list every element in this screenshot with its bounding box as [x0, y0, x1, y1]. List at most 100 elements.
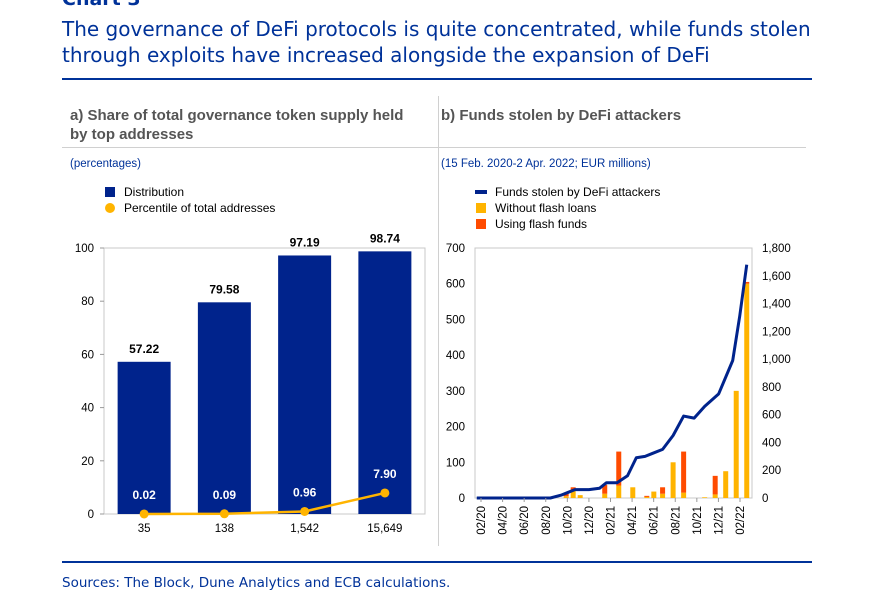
panel-b-ytick-right-label: 800 [762, 382, 781, 394]
panel-b-xtick-label: 10/20 [562, 506, 574, 535]
panel-b-plot-frame [474, 247, 753, 499]
panel-b-xtick-label: 08/20 [541, 506, 553, 535]
chart-headline: The governance of DeFi protocols is quit… [62, 17, 811, 67]
panel-b-ytick-left-label: 0 [459, 493, 465, 505]
panel-b-ytick-right-label: 1,600 [762, 271, 791, 283]
panel-a-bar [117, 361, 171, 514]
panel-b-ytick-right-label: 0 [762, 493, 768, 505]
panel-a-bar-label: 79.58 [209, 282, 239, 296]
panel-b-divider [439, 147, 806, 148]
legend-a-distribution-swatch [105, 187, 115, 197]
panel-b-bar-without-flash [644, 496, 650, 498]
panel-b-xtick-label: 04/21 [627, 506, 639, 535]
panel-a-ytick-label: 100 [75, 243, 94, 255]
chart-number: Chart 3 [62, 0, 141, 10]
panel-b-ytick-right-label: 600 [762, 410, 781, 422]
panel-a-unit: (percentages) [70, 158, 141, 170]
panel-b-bar-without-flash [630, 487, 636, 498]
panel-b-bar-without-flash [681, 492, 687, 498]
panel-a-title: a) Share of total governance token suppl… [70, 107, 404, 143]
panel-b-bar-without-flash [577, 495, 583, 498]
panel-b-title: b) Funds stolen by DeFi attackers [441, 107, 682, 124]
panel-a-bar [278, 255, 332, 514]
panel-b-bar-flash [744, 281, 750, 284]
panel-b-ytick-left-label: 600 [446, 279, 465, 291]
panel-b-bar-without-flash [660, 493, 666, 498]
panel-b-xtick-label: 06/20 [519, 506, 531, 535]
panel-b-bar-flash [660, 487, 666, 494]
panel-b-ytick-right-label: 1,200 [762, 326, 791, 338]
legend-a-distribution-label: Distribution [124, 185, 184, 199]
panel-a-percentile-label: 7.90 [373, 467, 397, 481]
panel-b-xtick-label: 12/21 [713, 506, 725, 535]
legend-b-flash-swatch [476, 219, 486, 229]
panel-b-bar-without-flash [712, 494, 718, 498]
panel-b-xtick-label: 02/21 [606, 506, 618, 535]
panel-b-ytick-right-label: 1,800 [762, 243, 791, 255]
panel-b-bar-flash [602, 484, 608, 494]
panel-a-ytick-label: 40 [81, 403, 94, 415]
panel-b-bar-without-flash [616, 485, 622, 498]
panel-b-bar-without-flash [670, 462, 676, 498]
legend-b-line-label: Funds stolen by DeFi attackers [495, 185, 660, 199]
panel-b-bar-flash [712, 475, 718, 495]
panel-b-ytick-left-label: 400 [446, 350, 465, 362]
panel-b-xtick-label: 08/21 [670, 506, 682, 535]
panel-a-bar-label: 98.74 [370, 231, 400, 245]
panel-b-bar-flash [616, 451, 622, 486]
panel-b-bar-without-flash [602, 493, 608, 498]
panel-b-ytick-right-label: 200 [762, 465, 781, 477]
legend-a-percentile-swatch [105, 203, 115, 213]
panel-a-percentile-label: 0.02 [132, 488, 156, 502]
panel-b-bar-flash [681, 451, 687, 493]
panel-a-percentile-point [139, 509, 149, 519]
panel-a-percentile-point [219, 509, 229, 519]
panel-b-unit: (15 Feb. 2020-2 Apr. 2022; EUR millions) [441, 158, 651, 170]
panel-a-percentile-label: 0.96 [293, 485, 317, 499]
panel-a-ytick-label: 20 [81, 456, 94, 468]
panel-b-bar-without-flash [733, 390, 739, 498]
panel-a-percentile-line [144, 491, 386, 516]
panel-a-bar-label: 57.22 [129, 342, 159, 356]
panel-b-xtick-label: 02/22 [735, 506, 747, 535]
panel-b-xtick-label: 04/20 [498, 506, 510, 535]
panel-b-xtick-label: 06/21 [649, 506, 661, 535]
panel-b-ytick-left-label: 700 [446, 243, 465, 255]
panel-b-ytick-left-label: 100 [446, 457, 465, 469]
panel-a-xtick-label: 138 [215, 523, 234, 535]
panel-a-ytick-label: 80 [81, 296, 94, 308]
legend-b-without-label: Without flash loans [495, 201, 596, 215]
sources-note: Sources: The Block, Dune Analytics and E… [62, 575, 451, 591]
legend-b-flash-label: Using flash funds [495, 217, 587, 231]
panel-a-ytick-label: 0 [88, 509, 94, 521]
panel-a-bar [197, 302, 251, 514]
panel-b-bar-without-flash [702, 497, 708, 498]
panel-a-percentile-point [380, 488, 390, 498]
panel-a-plot-frame [103, 247, 426, 515]
bottom-rule [62, 561, 812, 563]
panel-b-bar-without-flash [563, 496, 569, 498]
panel-b-bar-without-flash [723, 471, 729, 498]
panel-b-bar-without-flash [651, 491, 657, 498]
panel-b-ytick-left-label: 200 [446, 422, 465, 434]
panel-a-xtick-label: 15,649 [367, 523, 402, 535]
panel-b-bar-flash [644, 495, 650, 497]
panel-b-stolen-funds-line [476, 264, 749, 500]
panel-b-ytick-right-label: 400 [762, 437, 781, 449]
panel-b-ytick-left-label: 500 [446, 314, 465, 326]
panel-b-xtick-label: 12/20 [584, 506, 596, 535]
panel-a-bar-label: 97.19 [290, 235, 320, 249]
panel-b-bar-without-flash [570, 490, 576, 498]
panel-b-ytick-right-label: 1,000 [762, 354, 791, 366]
legend-b-without-swatch [476, 203, 486, 213]
panel-a-ytick-label: 60 [81, 349, 94, 361]
panel-b-bar-without-flash [744, 283, 750, 498]
panel-a-percentile-label: 0.09 [213, 488, 237, 502]
panel-a-xtick-label: 1,542 [290, 523, 319, 535]
panel-b-xtick-label: 10/21 [692, 506, 704, 535]
panel-separator [438, 96, 439, 546]
panel-b-xtick-label: 02/20 [476, 506, 488, 535]
panel-a-bar [358, 251, 412, 514]
panel-a-divider [62, 147, 438, 148]
